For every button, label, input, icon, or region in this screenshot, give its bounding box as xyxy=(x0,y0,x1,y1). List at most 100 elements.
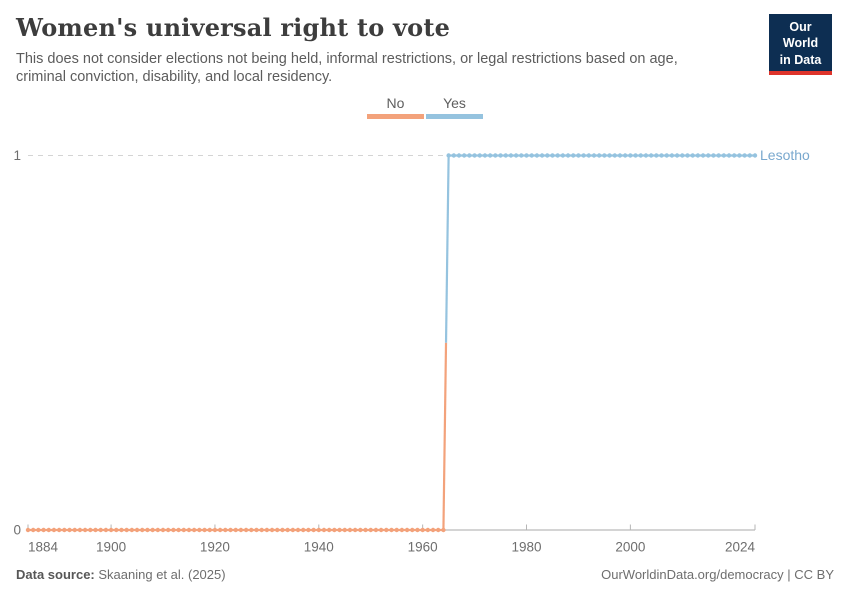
data-point[interactable] xyxy=(539,153,545,158)
data-point[interactable] xyxy=(389,527,394,533)
data-point[interactable] xyxy=(145,527,150,533)
data-point[interactable] xyxy=(93,527,98,533)
data-point[interactable] xyxy=(659,153,664,158)
data-point[interactable] xyxy=(77,527,83,533)
data-point[interactable] xyxy=(742,153,747,158)
data-point[interactable] xyxy=(446,153,451,158)
owid-logo[interactable]: Our World in Data xyxy=(769,14,832,75)
data-point[interactable] xyxy=(737,153,742,158)
data-point[interactable] xyxy=(472,153,477,158)
data-point[interactable] xyxy=(690,153,695,158)
data-point[interactable] xyxy=(669,153,675,158)
data-point[interactable] xyxy=(420,527,425,533)
data-point[interactable] xyxy=(223,527,228,533)
data-point[interactable] xyxy=(363,527,368,533)
data-point[interactable] xyxy=(404,527,410,533)
data-point[interactable] xyxy=(41,527,46,533)
data-point[interactable] xyxy=(160,527,166,533)
data-point[interactable] xyxy=(295,527,301,533)
data-point[interactable] xyxy=(425,527,431,533)
legend-item-no[interactable]: No xyxy=(367,95,424,119)
data-point[interactable] xyxy=(581,153,586,158)
data-point[interactable] xyxy=(82,527,88,533)
data-point[interactable] xyxy=(129,527,135,533)
data-point[interactable] xyxy=(176,527,181,533)
data-point[interactable] xyxy=(259,527,264,533)
data-point[interactable] xyxy=(207,527,212,533)
data-point[interactable] xyxy=(622,153,628,158)
data-point[interactable] xyxy=(347,527,353,533)
data-point[interactable] xyxy=(602,153,607,158)
data-point[interactable] xyxy=(462,153,467,158)
data-point[interactable] xyxy=(441,527,446,533)
data-source-value[interactable]: Skaaning et al. (2025) xyxy=(98,567,226,582)
data-point[interactable] xyxy=(451,153,457,158)
data-point[interactable] xyxy=(301,527,306,533)
data-point[interactable] xyxy=(550,153,555,158)
data-point[interactable] xyxy=(352,527,358,533)
data-point[interactable] xyxy=(633,153,638,158)
data-point[interactable] xyxy=(264,527,270,533)
data-point[interactable] xyxy=(186,527,192,533)
data-point[interactable] xyxy=(493,153,498,158)
data-point[interactable] xyxy=(586,153,592,158)
data-point[interactable] xyxy=(62,527,67,533)
data-point[interactable] xyxy=(700,153,706,158)
data-point[interactable] xyxy=(238,527,244,533)
data-point[interactable] xyxy=(150,527,155,533)
data-point[interactable] xyxy=(51,527,57,533)
data-point[interactable] xyxy=(124,527,129,533)
data-point[interactable] xyxy=(467,153,472,158)
data-point[interactable] xyxy=(217,527,223,533)
data-point[interactable] xyxy=(410,527,415,533)
data-point[interactable] xyxy=(430,527,436,533)
data-point[interactable] xyxy=(88,527,93,533)
data-point[interactable] xyxy=(576,153,581,158)
data-point[interactable] xyxy=(519,153,524,158)
data-point[interactable] xyxy=(752,153,758,158)
data-point[interactable] xyxy=(155,527,161,533)
data-point[interactable] xyxy=(98,527,103,533)
legend-item-yes[interactable]: Yes xyxy=(426,95,483,119)
data-point[interactable] xyxy=(103,527,109,533)
data-point[interactable] xyxy=(597,153,602,158)
data-point[interactable] xyxy=(134,527,140,533)
credit-link[interactable]: OurWorldinData.org/democracy | CC BY xyxy=(601,567,834,582)
data-point[interactable] xyxy=(394,527,399,533)
data-point[interactable] xyxy=(529,153,534,158)
data-point[interactable] xyxy=(249,527,254,533)
data-point[interactable] xyxy=(726,153,732,158)
data-point[interactable] xyxy=(332,527,337,533)
data-point[interactable] xyxy=(482,153,488,158)
data-point[interactable] xyxy=(212,527,218,533)
data-point[interactable] xyxy=(674,153,680,158)
data-point[interactable] xyxy=(311,527,316,533)
data-point[interactable] xyxy=(108,527,114,533)
data-point[interactable] xyxy=(612,153,617,158)
data-point[interactable] xyxy=(648,153,654,158)
data-point[interactable] xyxy=(711,153,716,158)
data-point[interactable] xyxy=(638,153,643,158)
data-point[interactable] xyxy=(368,527,373,533)
data-point[interactable] xyxy=(487,153,493,158)
data-point[interactable] xyxy=(197,527,202,533)
data-point[interactable] xyxy=(534,153,540,158)
data-point[interactable] xyxy=(275,527,280,533)
data-point[interactable] xyxy=(503,153,508,158)
data-point[interactable] xyxy=(181,527,186,533)
data-point[interactable] xyxy=(171,527,176,533)
data-point[interactable] xyxy=(399,527,405,533)
data-point[interactable] xyxy=(140,527,145,533)
data-point[interactable] xyxy=(498,153,503,158)
data-point[interactable] xyxy=(321,527,327,533)
data-point[interactable] xyxy=(46,527,51,533)
data-point[interactable] xyxy=(166,527,171,533)
data-point[interactable] xyxy=(680,153,685,158)
data-point[interactable] xyxy=(337,527,342,533)
data-point[interactable] xyxy=(358,527,363,533)
data-point[interactable] xyxy=(695,153,701,158)
data-point[interactable] xyxy=(415,527,420,533)
data-point[interactable] xyxy=(228,527,233,533)
data-point[interactable] xyxy=(664,153,669,158)
data-point[interactable] xyxy=(72,527,77,533)
